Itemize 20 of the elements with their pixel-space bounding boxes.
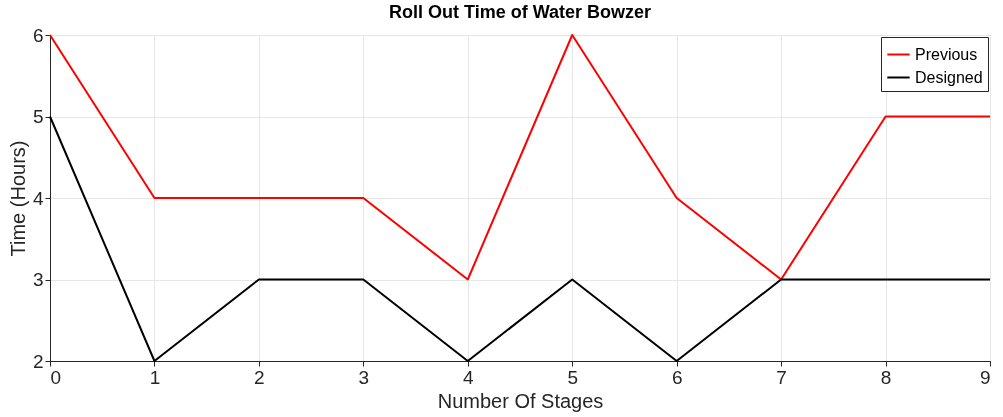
legend-label: Designed [915, 68, 983, 86]
chart-title: Roll Out Time of Water Bowzer [388, 2, 652, 22]
x-tick-label: 3 [358, 366, 370, 388]
x-tick-label: 4 [462, 366, 474, 388]
x-axis-title: Number Of Stages [437, 389, 604, 412]
y-tick-label: 6 [32, 24, 44, 46]
x-tick-label: 8 [880, 366, 892, 388]
y-tick-label: 3 [32, 269, 44, 290]
x-tick-label: 1 [149, 366, 161, 388]
y-tick-label: 4 [32, 187, 44, 209]
x-tick-label: 5 [567, 366, 579, 388]
x-tick-label: 7 [776, 366, 787, 388]
x-tick-label: 2 [254, 366, 265, 388]
legend-label: Previous [915, 45, 978, 63]
y-axis-title: Time (Hours) [6, 140, 29, 257]
x-tick-label: 9 [979, 366, 991, 388]
y-tick-label: 5 [32, 106, 44, 127]
x-tick-label: 0 [50, 366, 62, 388]
y-tick-label: 2 [32, 350, 44, 372]
x-tick-label: 6 [671, 366, 683, 388]
